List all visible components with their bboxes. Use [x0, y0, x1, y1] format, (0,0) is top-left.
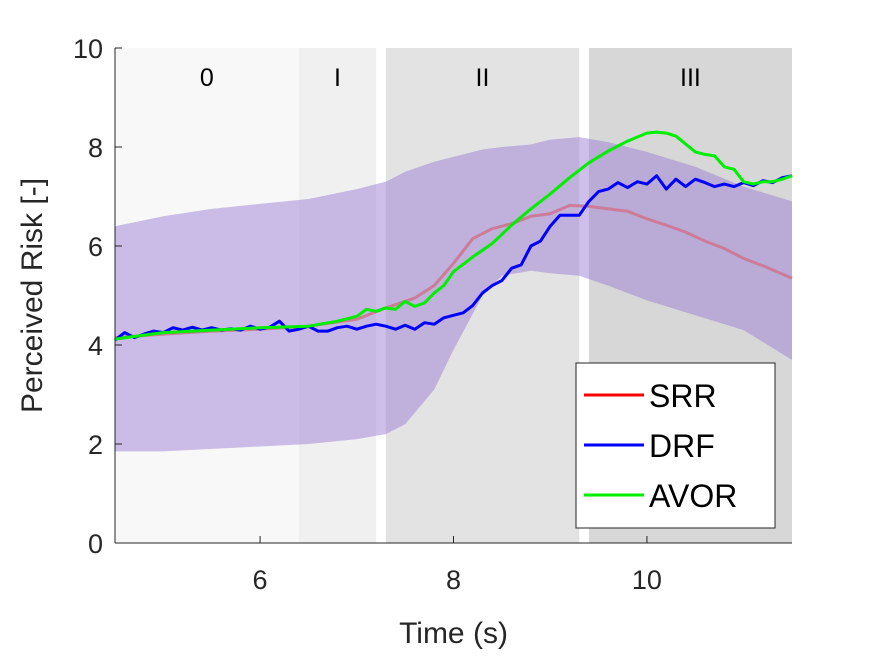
y-tick-label-6: 6	[88, 232, 103, 262]
x-tick-label-8: 8	[446, 565, 461, 595]
x-axis-title: Time (s)	[399, 617, 508, 650]
phase-label-2: II	[476, 64, 490, 92]
phase-label-0: 0	[200, 64, 214, 92]
phase-label-1: I	[334, 64, 341, 92]
x-tick-label-6: 6	[253, 565, 268, 595]
legend: SRR DRF AVOR	[575, 362, 776, 529]
series-line-avor	[114, 130, 793, 341]
axes: 0 2 4 6 8 10 6 8 10	[73, 34, 792, 595]
y-tick-label-2: 2	[88, 430, 103, 460]
phase-labels: 0 I II III	[200, 64, 701, 92]
x-tick-label-10: 10	[632, 565, 662, 595]
spread-band-area	[115, 137, 792, 452]
series-lines	[114, 130, 793, 342]
spread-band	[115, 137, 792, 452]
y-axis-title: Perceived Risk [-]	[16, 178, 49, 413]
phase-label-3: III	[680, 64, 701, 92]
legend-label-avor: AVOR	[649, 478, 737, 514]
y-tick-label-4: 4	[88, 331, 103, 361]
y-tick-label-8: 8	[88, 133, 103, 163]
y-tick-label-10: 10	[73, 34, 103, 64]
y-tick-label-0: 0	[88, 529, 103, 559]
legend-label-drf: DRF	[649, 428, 715, 464]
legend-label-srr: SRR	[649, 378, 717, 414]
